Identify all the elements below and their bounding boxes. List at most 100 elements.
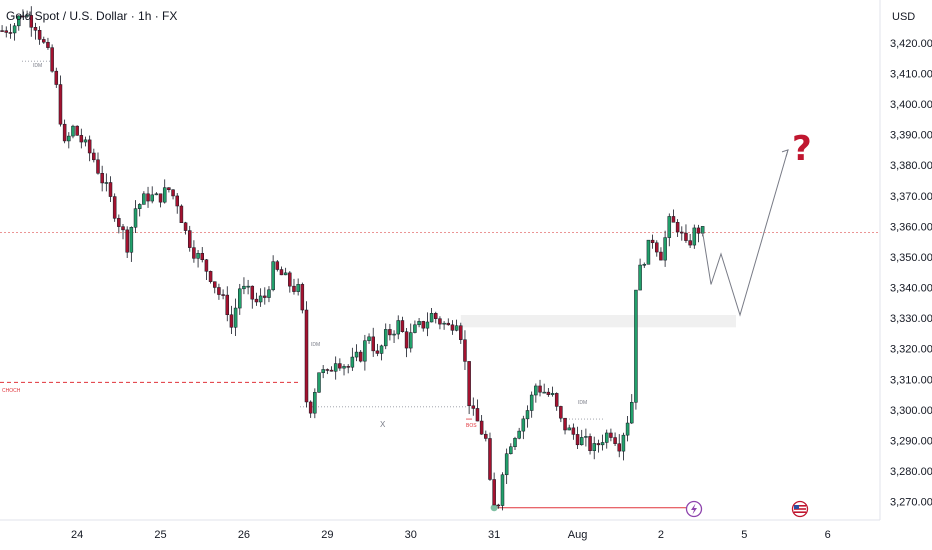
candle-body (129, 227, 134, 253)
candle (221, 289, 225, 300)
candle (304, 301, 309, 408)
candle-body (158, 193, 163, 203)
lightning-event-icon[interactable] (685, 500, 703, 518)
candle-body (258, 295, 263, 303)
candle-body (175, 195, 179, 207)
time-tick-label[interactable]: Aug (568, 529, 588, 541)
candle (588, 433, 592, 455)
time-tick-label[interactable]: 31 (488, 529, 500, 541)
candle-body (655, 242, 659, 253)
candle (158, 193, 163, 208)
candle (17, 15, 21, 31)
time-tick-label[interactable]: 5 (741, 529, 747, 541)
candle (500, 472, 505, 511)
candle (92, 148, 96, 163)
time-tick-label[interactable]: 6 (825, 529, 831, 541)
candle-body (67, 135, 71, 142)
candle (175, 193, 179, 214)
candle-body (446, 322, 451, 326)
time-tick-label[interactable]: 26 (238, 529, 250, 541)
candle-body (700, 226, 705, 234)
time-tick-label[interactable]: 30 (405, 529, 417, 541)
projection (702, 149, 789, 317)
candle-body (471, 405, 476, 409)
candle-body (8, 32, 13, 34)
candle (400, 316, 405, 333)
candle-body (317, 372, 321, 393)
time-tick-label[interactable]: 25 (154, 529, 166, 541)
candle (258, 288, 263, 307)
candle (275, 260, 280, 272)
candle (496, 503, 501, 509)
price-tick-label[interactable]: 3,360.00 (890, 221, 932, 233)
time-tick-label[interactable]: 24 (71, 529, 83, 541)
price-axis[interactable]: 3,420.00 3,410.00 3,400.00 3,390.00 3,380.00… (890, 38, 932, 509)
candle (37, 26, 42, 45)
candle (350, 347, 355, 371)
price-tick-label[interactable]: 3,330.00 (890, 313, 932, 325)
candle (684, 224, 688, 243)
candle-body (329, 369, 334, 372)
candle-body (517, 430, 521, 439)
time-tick-label[interactable]: 2 (658, 529, 664, 541)
candle (638, 258, 642, 291)
price-tick-label[interactable]: 3,270.00 (890, 497, 932, 509)
price-tick-label[interactable]: 3,350.00 (890, 252, 932, 264)
price-tick-label[interactable]: 3,420.00 (890, 38, 932, 50)
candle (354, 344, 359, 362)
candle (600, 434, 605, 451)
price-tick-label[interactable]: 3,300.00 (890, 405, 932, 417)
candle-body (146, 193, 150, 202)
candle (83, 136, 88, 147)
candle (338, 358, 342, 371)
candle (550, 386, 555, 397)
price-tick-label[interactable]: 3,410.00 (890, 68, 932, 80)
candle-body (288, 272, 292, 287)
candle-body (417, 321, 421, 326)
candle-body (350, 356, 355, 368)
price-tick-label[interactable]: 3,320.00 (890, 344, 932, 356)
candle-body (117, 218, 121, 227)
candle (196, 249, 200, 268)
candle-body (579, 437, 584, 446)
candle (333, 356, 338, 380)
price-tick-label[interactable]: 3,400.00 (890, 99, 932, 111)
candle-body (354, 351, 359, 358)
candle (504, 448, 509, 485)
candle-body (50, 47, 54, 72)
candle (67, 132, 71, 149)
candle (554, 392, 559, 411)
candle (104, 173, 109, 192)
candle-body (238, 288, 242, 309)
candle (187, 225, 192, 252)
candle-body (333, 363, 338, 372)
candle-body (613, 437, 617, 444)
candle (446, 318, 451, 326)
candle-body (79, 135, 84, 143)
idm-label: IDM (311, 342, 320, 348)
candle-body (75, 125, 79, 136)
price-tick-label[interactable]: 3,370.00 (890, 191, 932, 203)
currency-label[interactable]: USD (892, 11, 915, 23)
candle (54, 67, 59, 88)
price-tick-label[interactable]: 3,310.00 (890, 374, 932, 386)
candle (4, 26, 9, 38)
question-mark: ? (792, 129, 812, 169)
candle-body (37, 30, 42, 40)
candle-body (196, 253, 200, 259)
time-tick-label[interactable]: 29 (321, 529, 333, 541)
candle (342, 364, 346, 376)
price-tick-label[interactable]: 3,280.00 (890, 466, 932, 478)
price-tick-label[interactable]: 3,380.00 (890, 160, 932, 172)
time-axis[interactable]: 24 25 26 29 30 31 Aug 2 5 6 (71, 529, 831, 541)
candle-body (58, 84, 63, 125)
price-tick-label[interactable]: 3,290.00 (890, 435, 932, 447)
candle-body (504, 453, 509, 476)
price-tick-label[interactable]: 3,340.00 (890, 283, 932, 295)
price-tick-label[interactable]: 3,390.00 (890, 130, 932, 142)
candle-body (192, 247, 196, 259)
us-flag-event-icon[interactable] (791, 500, 809, 518)
candle (375, 343, 380, 357)
candle-body (25, 15, 29, 17)
